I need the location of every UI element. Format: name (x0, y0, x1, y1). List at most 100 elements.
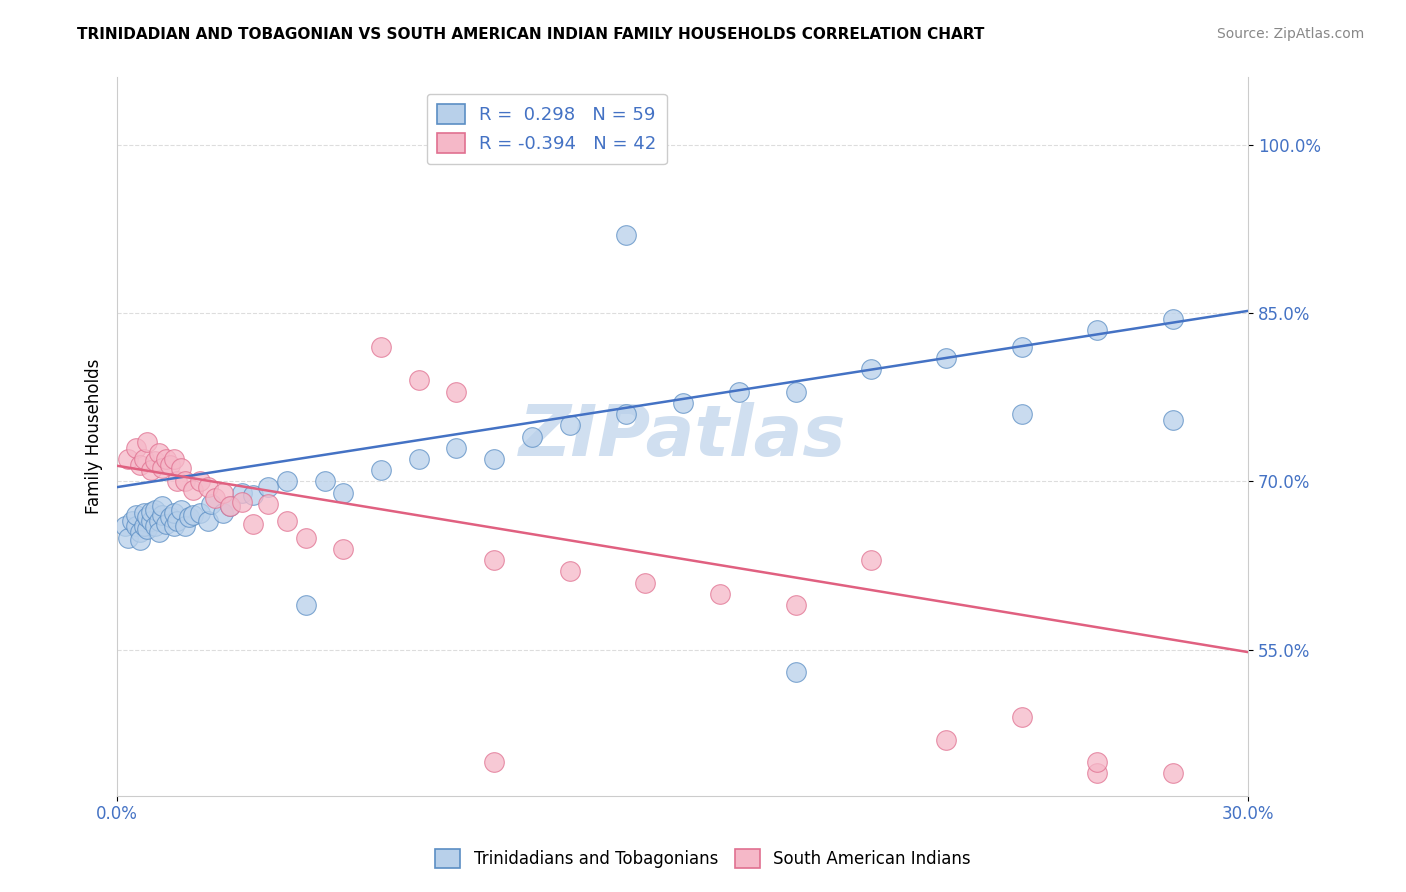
Point (408, 452, 430, 467)
Point (446, 384, 468, 399)
Point (125, 519, 148, 533)
Point (155, 517, 177, 532)
Point (197, 480, 219, 494)
Point (132, 519, 155, 533)
Point (211, 485, 233, 500)
Point (370, 340, 392, 354)
Point (294, 598, 316, 612)
Point (1011, 340, 1033, 354)
Point (128, 524, 150, 539)
Point (204, 491, 226, 506)
Text: ZIPatlas: ZIPatlas (519, 402, 846, 471)
Point (177, 510, 200, 524)
Point (163, 452, 186, 467)
Point (148, 514, 170, 528)
Point (242, 488, 264, 502)
Point (128, 533, 150, 547)
Point (332, 485, 354, 500)
Point (482, 452, 505, 467)
Point (1011, 710, 1033, 724)
Point (128, 458, 150, 472)
Point (200, 497, 222, 511)
Point (614, 227, 637, 242)
Point (136, 510, 159, 524)
Point (860, 362, 883, 376)
Point (219, 499, 242, 513)
Point (408, 374, 430, 388)
Point (143, 502, 166, 516)
Point (139, 463, 162, 477)
Point (159, 458, 181, 472)
Legend: Trinidadians and Tobagonians, South American Indians: Trinidadians and Tobagonians, South Amer… (429, 843, 977, 875)
Point (143, 454, 166, 468)
Legend: R =  0.298   N = 59, R = -0.394   N = 42: R = 0.298 N = 59, R = -0.394 N = 42 (426, 94, 666, 164)
Point (482, 755, 505, 769)
Point (139, 514, 162, 528)
Text: Source: ZipAtlas.com: Source: ZipAtlas.com (1216, 27, 1364, 41)
Point (785, 384, 807, 399)
Point (136, 522, 159, 536)
Point (935, 732, 957, 747)
Point (671, 396, 693, 410)
Point (219, 499, 242, 513)
Point (276, 475, 298, 489)
Point (132, 452, 155, 467)
Point (614, 407, 637, 421)
Point (558, 564, 581, 578)
Point (166, 475, 188, 489)
Point (1085, 323, 1108, 337)
Point (143, 519, 166, 533)
Point (231, 485, 253, 500)
Point (785, 598, 807, 612)
Point (170, 461, 193, 475)
Point (181, 508, 204, 523)
Point (181, 483, 204, 498)
Point (117, 452, 139, 467)
Point (257, 480, 280, 494)
Point (728, 384, 751, 399)
Point (159, 510, 181, 524)
Point (785, 665, 807, 680)
Point (152, 508, 174, 523)
Point (155, 452, 177, 467)
Point (170, 502, 193, 516)
Point (132, 506, 155, 520)
Point (1011, 407, 1033, 421)
Point (332, 541, 354, 556)
Point (121, 514, 143, 528)
Point (152, 461, 174, 475)
Point (114, 519, 136, 533)
Point (136, 435, 159, 450)
Point (1161, 311, 1184, 326)
Point (166, 514, 188, 528)
Point (1161, 766, 1184, 780)
Point (152, 499, 174, 513)
Y-axis label: Family Households: Family Households (86, 359, 103, 515)
Point (1085, 755, 1108, 769)
Point (482, 553, 505, 567)
Point (231, 494, 253, 508)
Point (294, 531, 316, 545)
Point (125, 441, 148, 455)
Point (558, 418, 581, 433)
Point (370, 463, 392, 477)
Point (163, 506, 186, 520)
Point (163, 519, 186, 533)
Point (860, 553, 883, 567)
Point (634, 575, 657, 590)
Point (117, 531, 139, 545)
Point (174, 475, 197, 489)
Point (148, 524, 170, 539)
Point (1161, 413, 1184, 427)
Point (188, 506, 211, 520)
Point (446, 441, 468, 455)
Text: TRINIDADIAN AND TOBAGONIAN VS SOUTH AMERICAN INDIAN FAMILY HOUSEHOLDS CORRELATIO: TRINIDADIAN AND TOBAGONIAN VS SOUTH AMER… (77, 27, 984, 42)
Point (1085, 766, 1108, 780)
Point (148, 446, 170, 460)
Point (197, 514, 219, 528)
Point (188, 475, 211, 489)
Point (709, 587, 731, 601)
Point (211, 506, 233, 520)
Point (242, 517, 264, 532)
Point (257, 497, 280, 511)
